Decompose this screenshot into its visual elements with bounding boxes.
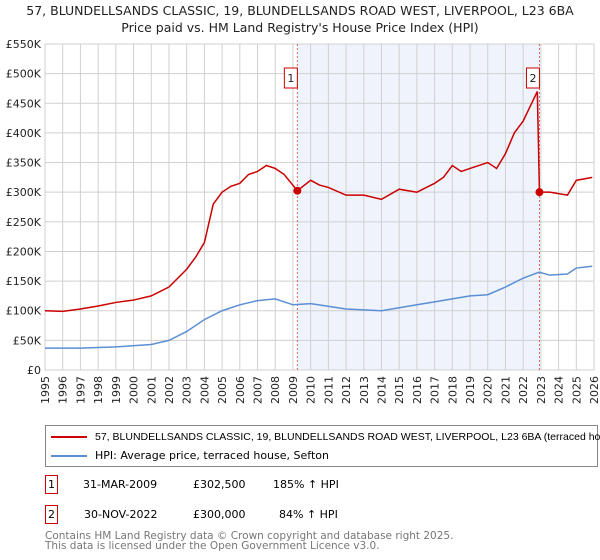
x-tick-label: 2008	[269, 376, 282, 404]
y-tick-label: £350K	[6, 157, 42, 170]
y-tick-label: £50K	[13, 334, 42, 347]
legend: 57, BLUNDELLSANDS CLASSIC, 19, BLUNDELLS…	[45, 425, 600, 467]
transaction-row: 2 30-NOV-2022 £300,000 84% ↑ HPI	[45, 505, 338, 524]
x-tick-label: 1998	[92, 376, 105, 404]
legend-item-property: 57, BLUNDELLSANDS CLASSIC, 19, BLUNDELLS…	[46, 431, 600, 443]
x-tick-label: 2026	[588, 376, 600, 404]
x-tick-label: 2000	[128, 376, 141, 404]
footer-licence: This data is licensed under the Open Gov…	[45, 540, 380, 552]
x-tick-label: 2014	[375, 376, 388, 404]
x-tick-label: 2012	[340, 376, 353, 404]
y-tick-label: £450K	[6, 97, 42, 110]
x-tick-label: 1995	[39, 376, 52, 404]
x-tick-label: 2022	[517, 376, 530, 404]
x-tick-label: 2007	[252, 376, 265, 404]
transaction-price: £302,500	[193, 478, 246, 491]
y-tick-label: £100K	[6, 305, 42, 318]
annotation-badge	[525, 67, 540, 89]
legend-item-hpi: HPI: Average price, terraced house, Seft…	[46, 449, 329, 462]
x-tick-label: 2004	[198, 376, 211, 404]
chart-subtitle: Price paid vs. HM Land Registry's House …	[121, 20, 479, 35]
price-chart: 1995 1996 1997 1998 1999 2000 2001 2002 2003 2004…	[6, 38, 600, 404]
x-tick-label: 2010	[305, 376, 318, 404]
x-tick-label: 1996	[57, 376, 70, 404]
x-tick-label: 2016	[411, 376, 424, 404]
x-tick-label: 2021	[499, 376, 512, 404]
x-tick-label: 2019	[464, 376, 477, 404]
x-tick-label: 2017	[429, 376, 442, 404]
sale-point	[535, 188, 544, 197]
transaction-row: 1 31-MAR-2009 £302,500 185% ↑ HPI	[45, 475, 339, 494]
transaction-hpi: 185% ↑ HPI	[273, 478, 339, 491]
x-tick-label: 2001	[145, 376, 158, 404]
y-tick-label: £550K	[6, 38, 42, 51]
series-line	[45, 265, 593, 349]
x-tick-label: 2002	[163, 376, 176, 404]
legend-label: 57, BLUNDELLSANDS CLASSIC, 19, BLUNDELLS…	[95, 431, 600, 443]
legend-swatch	[51, 454, 87, 457]
x-tick-label: 1997	[74, 376, 87, 404]
chart-title: 57, BLUNDELLSANDS CLASSIC, 19, BLUNDELLS…	[26, 3, 574, 18]
x-tick-label: 1999	[110, 376, 123, 404]
x-tick-label: 2013	[358, 376, 371, 404]
x-tick-label: 2009	[287, 376, 300, 404]
transaction-price: £300,000	[193, 508, 246, 521]
y-tick-label: £500K	[6, 68, 42, 81]
shaded-period	[297, 44, 540, 370]
x-tick-label: 2006	[234, 376, 247, 404]
x-tick-label: 2023	[535, 376, 548, 404]
x-tick-label: 2003	[181, 376, 194, 404]
legend-label: HPI: Average price, terraced house, Seft…	[95, 449, 329, 462]
y-tick-label: £200K	[6, 245, 42, 258]
transaction-badge: 2	[45, 505, 58, 524]
footer-copyright: Contains HM Land Registry data © Crown c…	[45, 530, 454, 542]
x-tick-label: 2005	[216, 376, 229, 404]
legend-swatch	[51, 436, 87, 438]
transaction-hpi: 84% ↑ HPI	[279, 508, 338, 521]
y-tick-label: £400K	[6, 127, 42, 140]
transaction-date: 31-MAR-2009	[83, 478, 158, 491]
y-tick-label: £250K	[6, 216, 42, 229]
x-tick-label: 2024	[553, 376, 566, 404]
annotation-label: 1	[287, 72, 294, 85]
x-tick-label: 2015	[393, 376, 406, 404]
series-line	[44, 91, 593, 313]
footer: Contains HM Land Registry data © Crown c…	[45, 530, 454, 552]
sale-point	[293, 186, 302, 195]
y-tick-label: £0	[27, 364, 41, 377]
transaction-date: 30-NOV-2022	[84, 508, 158, 521]
x-tick-label: 2025	[570, 376, 583, 404]
annotation-label: 2	[529, 72, 536, 85]
annotation-badge	[283, 67, 298, 89]
x-tick-label: 2018	[446, 376, 459, 404]
y-tick-label: £150K	[6, 275, 42, 288]
x-tick-label: 2020	[482, 376, 495, 404]
x-tick-label: 2011	[322, 376, 335, 404]
transaction-badge: 1	[45, 475, 58, 494]
y-tick-label: £300K	[6, 186, 42, 199]
